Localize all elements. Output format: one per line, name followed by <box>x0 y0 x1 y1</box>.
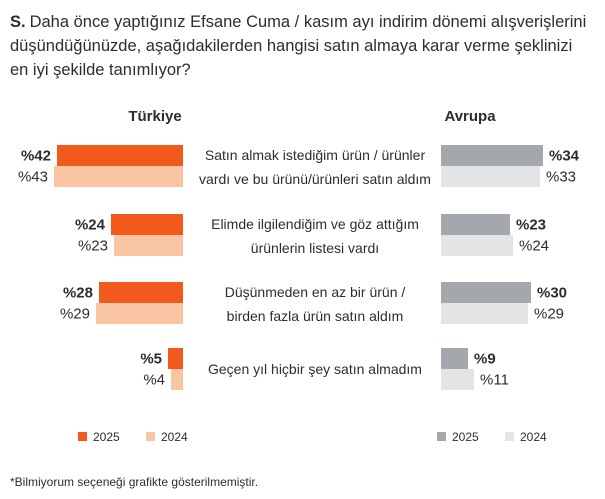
question-prefix: S. <box>10 13 26 31</box>
value-label-turkiye-2024-3: %29 <box>60 306 90 323</box>
value-label-avrupa-2024-1: %33 <box>546 169 576 186</box>
value-label-turkiye-2025-4: %5 <box>140 351 162 368</box>
legend-label-avrupa-2025: 2025 <box>452 430 479 444</box>
chart-area: Türkiye Avrupa %42 %24 %28 %5 %43 %23 %29 %4 %34 %2… <box>18 108 580 444</box>
panel-title-turkiye: Türkiye <box>128 108 181 125</box>
question-text: S. Daha önce yaptığınız Efsane Cuma / kas… <box>10 10 595 82</box>
bar-turkiye-2024-3 <box>96 303 183 324</box>
bar-turkiye-2024-4 <box>171 369 183 390</box>
bar-avrupa-2024-1 <box>441 166 540 187</box>
category-label-2-line-2: ürünlerin listesi vardı <box>251 240 379 256</box>
value-label-turkiye-2024-2: %23 <box>78 238 108 255</box>
category-label-4-line-1: Geçen yıl hiçbir şey satın almadım <box>208 361 422 377</box>
bar-avrupa-2024-3 <box>441 303 528 324</box>
category-label-1-line-1: Satın almak istediğim ürün / ürünler <box>205 147 426 163</box>
value-label-turkiye-2025-2: %24 <box>75 217 106 234</box>
panel-title-avrupa: Avrupa <box>444 108 496 125</box>
bar-turkiye-2025-4 <box>168 348 183 369</box>
value-label-turkiye-2024-4: %4 <box>143 372 165 389</box>
value-label-avrupa-2025-4: %9 <box>474 351 496 368</box>
question-body: Daha önce yaptığınız Efsane Cuma / kasım… <box>10 13 587 79</box>
bar-avrupa-2024-2 <box>441 235 513 256</box>
value-label-avrupa-2025-2: %23 <box>516 217 546 234</box>
value-label-avrupa-2025-1: %34 <box>549 148 580 165</box>
bar-avrupa-2025-1 <box>441 145 543 166</box>
bar-avrupa-2025-2 <box>441 214 510 235</box>
category-label-2-line-1: Elimde ilgilendiğim ve göz attığım <box>211 216 419 232</box>
legend-swatch-avrupa-2024 <box>505 432 514 441</box>
bar-turkiye-2024-2 <box>114 235 183 256</box>
footnote: *Bilmiyorum seçeneği grafikte gösterilme… <box>10 475 259 489</box>
bar-turkiye-2024-1 <box>54 166 183 187</box>
value-label-avrupa-2024-3: %29 <box>534 306 564 323</box>
bar-avrupa-2024-4 <box>441 369 474 390</box>
value-label-avrupa-2025-3: %30 <box>537 285 567 302</box>
bar-avrupa-2025-3 <box>441 282 531 303</box>
bar-avrupa-2025-4 <box>441 348 468 369</box>
value-label-avrupa-2024-4: %11 <box>480 372 509 389</box>
value-label-turkiye-2025-1: %42 <box>21 148 51 165</box>
legend-label-turkiye-2025: 2025 <box>93 430 120 444</box>
legend-swatch-turkiye-2025 <box>78 432 87 441</box>
value-label-turkiye-2024-1: %43 <box>18 169 48 186</box>
legend-swatch-turkiye-2024 <box>146 432 155 441</box>
bar-turkiye-2025-2 <box>111 214 183 235</box>
category-label-3-line-1: Düşünmeden en az bir ürün / <box>225 284 406 300</box>
value-label-turkiye-2025-3: %28 <box>63 285 93 302</box>
bar-turkiye-2025-3 <box>99 282 183 303</box>
value-label-avrupa-2024-2: %24 <box>519 238 549 255</box>
legend-label-avrupa-2024: 2024 <box>520 430 547 444</box>
bar-turkiye-2025-1 <box>57 145 183 166</box>
category-label-1-line-2: vardı ve bu ürünü/ürünleri satın aldım <box>199 171 431 187</box>
category-label-3-line-2: birden fazla ürün satın aldım <box>227 308 404 324</box>
legend-swatch-avrupa-2025 <box>437 432 446 441</box>
legend-label-turkiye-2024: 2024 <box>161 430 188 444</box>
